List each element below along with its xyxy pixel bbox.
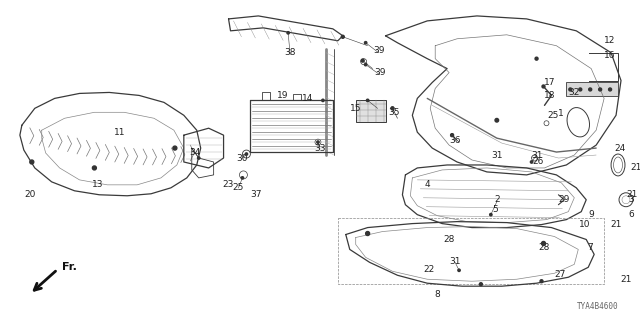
Text: 27: 27 (555, 270, 566, 279)
Circle shape (451, 134, 453, 136)
Circle shape (598, 88, 602, 91)
Text: 20: 20 (24, 190, 35, 199)
Text: 25: 25 (233, 183, 244, 192)
Circle shape (531, 161, 532, 163)
Text: 33: 33 (314, 144, 326, 153)
Text: 37: 37 (251, 190, 262, 199)
Circle shape (569, 88, 572, 91)
Circle shape (322, 99, 324, 101)
Circle shape (361, 59, 364, 62)
Text: 9: 9 (588, 210, 594, 219)
Circle shape (173, 146, 177, 150)
Text: Fr.: Fr. (61, 262, 76, 272)
Text: 11: 11 (113, 128, 125, 137)
Text: 8: 8 (435, 290, 440, 299)
Text: 26: 26 (533, 157, 544, 166)
Text: 39: 39 (373, 46, 384, 55)
Text: 10: 10 (579, 220, 590, 229)
Text: 31: 31 (531, 150, 542, 160)
Text: 12: 12 (604, 36, 616, 45)
Circle shape (589, 88, 592, 91)
Circle shape (451, 134, 454, 137)
Circle shape (198, 157, 200, 159)
Text: 32: 32 (568, 88, 580, 97)
Circle shape (540, 280, 543, 283)
Text: 34: 34 (189, 148, 200, 156)
Text: 31: 31 (449, 257, 461, 266)
Circle shape (542, 85, 545, 88)
Text: 31: 31 (491, 150, 502, 160)
Text: 6: 6 (628, 210, 634, 219)
Text: 15: 15 (350, 104, 362, 113)
Text: 17: 17 (544, 78, 556, 87)
Circle shape (92, 166, 97, 170)
Text: 2: 2 (494, 195, 500, 204)
Circle shape (367, 99, 369, 101)
Circle shape (241, 177, 244, 179)
Circle shape (364, 63, 367, 66)
Text: 25: 25 (548, 111, 559, 120)
Text: 5: 5 (492, 205, 498, 214)
Text: 7: 7 (588, 243, 593, 252)
Circle shape (364, 42, 367, 44)
Circle shape (391, 107, 394, 109)
Text: 19: 19 (277, 91, 289, 100)
Text: 21: 21 (611, 220, 621, 229)
Circle shape (245, 153, 248, 155)
Text: 18: 18 (544, 91, 556, 100)
Text: 28: 28 (444, 235, 455, 244)
Circle shape (579, 88, 582, 91)
Text: 3: 3 (628, 195, 634, 204)
Text: 24: 24 (614, 144, 626, 153)
Text: 22: 22 (424, 265, 435, 274)
Text: 35: 35 (388, 108, 400, 117)
Text: 38: 38 (284, 48, 296, 57)
Text: 21: 21 (620, 275, 632, 284)
Text: 30: 30 (237, 154, 248, 163)
Text: 21: 21 (627, 190, 637, 199)
Circle shape (287, 32, 289, 34)
Circle shape (317, 141, 319, 143)
Circle shape (391, 107, 394, 110)
Text: 14: 14 (302, 94, 314, 103)
Bar (356, 100, 385, 122)
Circle shape (490, 213, 492, 216)
Circle shape (341, 35, 344, 38)
Text: TYA4B4600: TYA4B4600 (577, 302, 618, 311)
Circle shape (535, 57, 538, 60)
Circle shape (365, 232, 370, 236)
Bar (566, 83, 618, 96)
Text: 28: 28 (539, 243, 550, 252)
Text: 36: 36 (449, 136, 461, 145)
Text: 16: 16 (604, 51, 616, 60)
Text: 23: 23 (223, 180, 234, 189)
Circle shape (609, 88, 612, 91)
Circle shape (495, 118, 499, 122)
Circle shape (30, 160, 34, 164)
Circle shape (541, 242, 545, 245)
Text: 29: 29 (559, 195, 570, 204)
Text: 39: 39 (374, 68, 385, 77)
Text: 21: 21 (630, 164, 640, 172)
Text: 4: 4 (424, 180, 430, 189)
Text: 1: 1 (557, 109, 563, 118)
Circle shape (479, 283, 483, 286)
Text: 13: 13 (92, 180, 103, 189)
Circle shape (458, 269, 460, 271)
